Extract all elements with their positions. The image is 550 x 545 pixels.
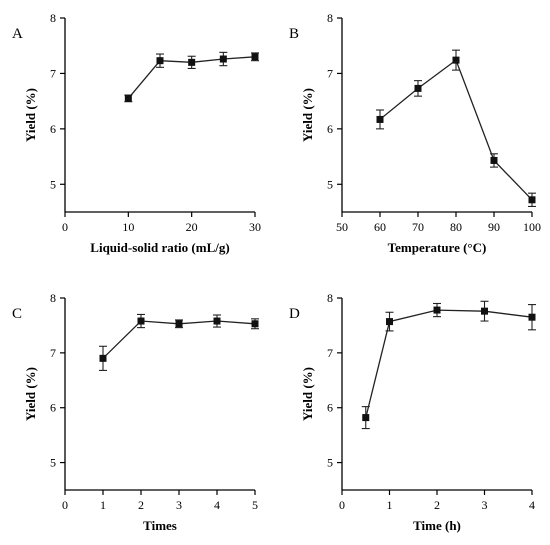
panel-a-y-tick-label: 8 xyxy=(50,11,56,25)
panel-d-letter: D xyxy=(289,306,300,322)
panel-a-y-tick-label: 6 xyxy=(50,122,56,136)
panel-d-x-axis-title: Time (h) xyxy=(413,518,461,533)
panel-b-data-point xyxy=(490,156,498,164)
panel-c-x-axis-title: Times xyxy=(143,518,177,533)
panel-c-letter: C xyxy=(12,306,22,322)
panel-d-x-tick-label: 1 xyxy=(387,498,393,512)
panel-d-x-tick-label: 4 xyxy=(529,498,535,512)
panel-c-data-point xyxy=(137,317,145,325)
panel-b-y-axis-title: Yield (%) xyxy=(300,88,315,142)
panel-a-data-point xyxy=(156,57,164,65)
panel-d-y-tick-label: 6 xyxy=(327,401,333,415)
panel-c-y-tick-label: 6 xyxy=(50,401,56,415)
panel-a-data-point xyxy=(219,55,227,63)
panel-b-series-line xyxy=(379,59,533,201)
panel-c-x-tick-label: 3 xyxy=(176,498,182,512)
panel-c-x-tick-label: 1 xyxy=(100,498,106,512)
panel-c-x-tick-label: 4 xyxy=(214,498,220,512)
panel-a-x-tick-label: 10 xyxy=(122,220,134,234)
panel-b-data-point xyxy=(414,84,422,92)
panel-c-x-tick-label: 2 xyxy=(138,498,144,512)
panel-d-y-tick-label: 8 xyxy=(327,291,333,305)
panel-b-y-tick-label: 7 xyxy=(327,66,333,80)
panel-a-data-point xyxy=(188,58,196,66)
panel-d-data-point xyxy=(386,318,393,326)
panel-c-data-point xyxy=(175,320,183,328)
panel-a-data-point xyxy=(251,53,259,61)
panel-b-data-point xyxy=(528,196,536,204)
panel-d: D 0 1 2 3 4 5 6 7 8 Time (h) Yield (%) xyxy=(289,291,536,533)
panel-c-y-tick-label: 7 xyxy=(50,346,56,360)
panel-d-data-point xyxy=(433,306,441,314)
panel-b: B 50 60 70 80 90 100 5 6 7 8 Temperature (°C) Yield … xyxy=(289,11,541,255)
panel-d-data-point xyxy=(362,414,370,422)
panel-d-x-tick-label: 0 xyxy=(339,498,345,512)
panel-b-x-tick-label: 70 xyxy=(412,220,424,234)
panel-a-x-tick-label: 30 xyxy=(249,220,261,234)
panel-d-series-line xyxy=(365,309,533,418)
panel-d-y-tick-label: 5 xyxy=(327,456,333,470)
panel-a-x-axis-title: Liquid-solid ratio (mL/g) xyxy=(90,240,229,255)
panel-c-y-axis-title: Yield (%) xyxy=(23,367,38,421)
panel-b-x-tick-label: 80 xyxy=(450,220,462,234)
panel-d-y-tick-label: 7 xyxy=(327,346,333,360)
panel-c-data-point xyxy=(251,320,259,328)
panel-a-x-tick-label: 0 xyxy=(62,220,68,234)
panel-a-data-point xyxy=(124,94,132,102)
panel-b-x-axis-title: Temperature (°C) xyxy=(388,240,487,255)
panel-a-y-tick-label: 7 xyxy=(50,66,56,80)
panel-a-y-tick-label: 5 xyxy=(50,177,56,191)
panel-b-x-tick-label: 90 xyxy=(488,220,500,234)
panel-c-x-tick-label: 5 xyxy=(252,498,258,512)
panel-a: A 0 10 20 30 5 6 7 8 Liquid-solid ratio (mL/g) Yie… xyxy=(12,11,261,255)
panel-c-y-tick-label: 5 xyxy=(50,456,56,470)
panel-b-x-tick-label: 50 xyxy=(336,220,348,234)
panel-b-y-tick-label: 8 xyxy=(327,11,333,25)
panel-a-letter: A xyxy=(12,26,23,42)
panel-c-y-tick-label: 8 xyxy=(50,291,56,305)
panel-d-y-axis-title: Yield (%) xyxy=(300,367,315,421)
panel-a-y-axis-title: Yield (%) xyxy=(23,88,38,142)
panel-c: C 0 1 2 3 4 5 5 6 7 8 Times Yield (%) xyxy=(12,291,259,533)
panel-d-data-point xyxy=(528,313,536,321)
panel-b-x-tick-label: 60 xyxy=(374,220,386,234)
panel-b-data-point xyxy=(376,115,384,123)
panel-c-data-point xyxy=(213,317,221,325)
panel-b-y-tick-label: 6 xyxy=(327,122,333,136)
panel-d-x-tick-label: 3 xyxy=(482,498,488,512)
panel-b-letter: B xyxy=(289,26,299,42)
panel-b-data-point xyxy=(452,56,460,64)
panel-d-data-point xyxy=(481,307,488,315)
panel-c-data-point xyxy=(99,354,107,362)
panel-b-y-tick-label: 5 xyxy=(327,177,333,191)
panel-a-x-tick-label: 20 xyxy=(186,220,198,234)
panel-b-x-tick-label: 100 xyxy=(523,220,541,234)
panel-c-x-tick-label: 0 xyxy=(62,498,68,512)
panel-d-x-tick-label: 2 xyxy=(434,498,440,512)
